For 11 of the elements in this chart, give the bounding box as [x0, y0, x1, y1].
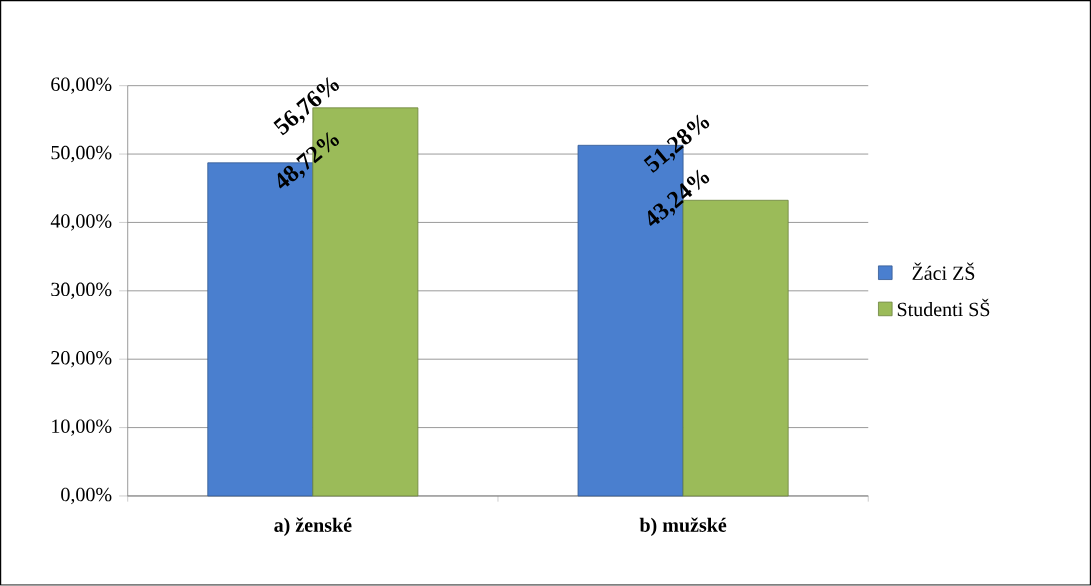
legend-label: Studenti SŠ: [897, 299, 990, 317]
y-tick-label: 30,00%: [51, 282, 112, 300]
x-tick-label: a) ženské: [274, 517, 352, 537]
y-tick-label: 20,00%: [51, 351, 112, 368]
y-tick-label: 10,00%: [52, 419, 112, 436]
y-tick-label: 0,00%: [61, 487, 112, 505]
y-tick-label: 50,00%: [51, 146, 112, 163]
y-tick-label: 60,00%: [51, 77, 112, 95]
x-tick-label: b) mužské: [639, 517, 727, 537]
y-tick-label: 40,00%: [50, 214, 112, 231]
legend-label: Žáci ZŠ: [912, 262, 975, 281]
